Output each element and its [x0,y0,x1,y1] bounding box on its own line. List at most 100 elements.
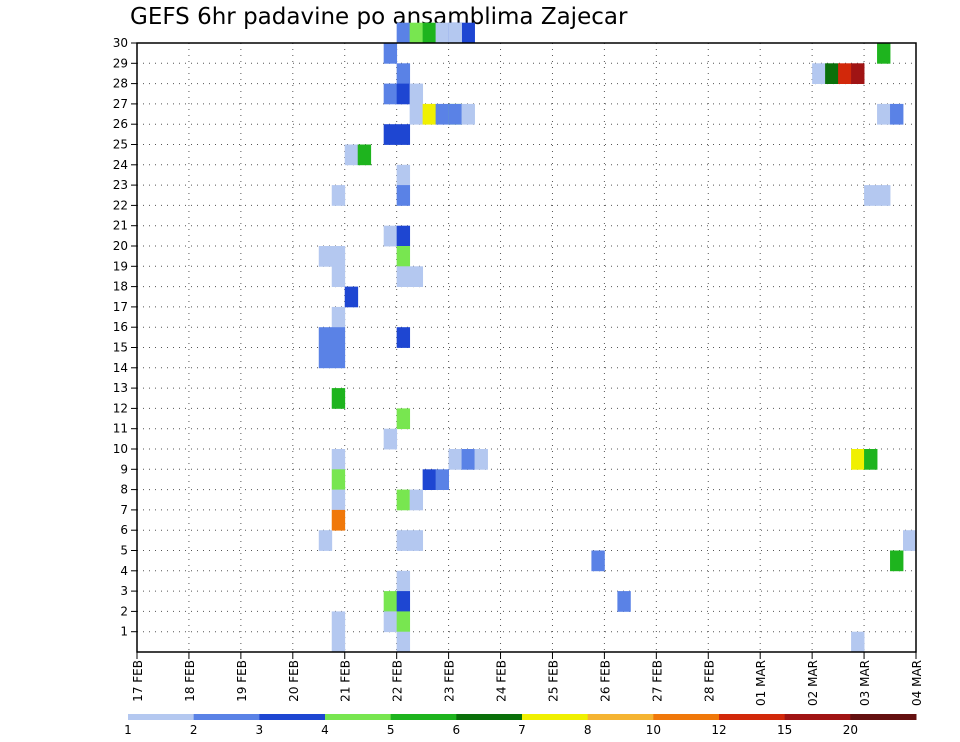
colorbar-tick-label: 7 [518,723,526,737]
y-tick-label: 27 [113,97,128,111]
heatmap-cell [383,225,398,247]
heatmap-cell [409,103,424,125]
x-tick-label: 02 MAR [806,660,820,706]
x-tick-label: 28 FEB [702,660,716,702]
heatmap-cell [344,286,359,308]
y-tick-label: 19 [113,259,128,273]
y-tick-label: 16 [113,320,128,334]
y-tick-label: 18 [113,280,128,294]
x-tick-label: 03 MAR [858,660,872,706]
heatmap-cell [864,449,878,470]
heatmap-cell [864,185,878,206]
y-tick-label: 1 [120,625,128,639]
heatmap-cell [422,22,437,44]
heatmap-cell [344,144,359,166]
heatmap-cell [396,408,411,430]
heatmap-cell [851,63,865,84]
heatmap-cell [396,185,411,206]
y-tick-label: 30 [113,36,128,50]
heatmap-cell [383,83,398,105]
colorbar-tick-label: 15 [777,723,792,737]
heatmap-cell [357,144,372,166]
y-tick-label: 4 [120,564,128,578]
x-tick-label: 20 FEB [287,660,301,702]
heatmap-cell [318,347,333,369]
y-tick-label: 25 [113,138,128,152]
colorbar-tick-label: 20 [843,723,858,737]
heatmap-cell [396,124,411,145]
heatmap-cell [383,124,398,145]
heatmap-cell [409,83,424,105]
y-tick-label: 5 [120,544,128,558]
colorbar-tick-label: 1 [124,723,132,737]
x-tick-label: 19 FEB [235,660,249,702]
heatmap-cell [331,611,346,633]
y-tick-label: 28 [113,77,128,91]
heatmap-cell [474,449,488,470]
colorbar-tick-label: 3 [256,723,264,737]
y-tick-label: 6 [120,523,128,537]
colorbar-tick-label: 12 [711,723,726,737]
heatmap-cell [331,631,346,653]
y-tick-label: 29 [113,56,128,70]
x-tick-label: 18 FEB [183,660,197,702]
heatmap-cell [825,63,839,84]
y-tick-label: 21 [113,219,128,233]
heatmap-cell [851,449,865,470]
heatmap-cell [318,530,333,551]
heatmap-cell [331,327,346,348]
colorbar-segment [719,714,786,720]
heatmap-cell [331,266,346,287]
colorbar-tick-label: 10 [646,723,661,737]
heatmap-cell [396,631,411,653]
grid-layer [137,43,916,652]
x-tick-label: 22 FEB [391,660,405,702]
heatmap-cell [331,185,346,206]
heatmap-cell [435,469,449,490]
heatmap-cell [396,489,411,511]
y-tick-label: 9 [120,462,128,476]
y-tick-label: 10 [113,442,128,456]
colorbar-segment [850,714,917,720]
heatmap-cell [448,103,462,125]
x-tick-label: 25 FEB [546,660,560,702]
colorbar-tick-label: 2 [190,723,198,737]
colorbar-segment [522,714,589,720]
y-tick-label: 14 [113,361,128,375]
heatmap-cell [383,611,398,633]
colorbar-segment [653,714,720,720]
heatmap-cell [396,327,411,348]
heatmap-cell [877,185,891,206]
heatmap-cell [318,246,333,267]
y-tick-label: 11 [113,422,128,436]
heatmap-cell [838,63,852,84]
heatmap-cell [396,266,411,287]
colorbar-tick-label: 8 [584,723,592,737]
y-tick-label: 12 [113,401,128,415]
x-tick-label: 23 FEB [443,660,457,702]
plot-frame [136,42,917,653]
heatmap-cell [461,449,475,470]
y-tick-label: 22 [113,198,128,212]
colorbar-tick-label: 6 [453,723,461,737]
y-tick-label: 15 [113,341,128,355]
x-axis: 17 FEB 18 FEB 19 FEB 20 FEB 21 FEB 22 FEB 23 F… [131,652,924,706]
heatmap-cell [591,550,605,572]
heatmap-cell [396,164,411,186]
heatmap-cell [331,388,346,409]
y-tick-label: 24 [113,158,128,172]
heatmap-cell [396,83,411,105]
y-tick-label: 8 [120,483,128,497]
x-tick-label: 04 MAR [910,660,924,706]
heatmap-cell [435,103,449,125]
heatmap-cell [383,428,398,450]
x-tick-label: 26 FEB [598,660,612,702]
heatmap-cell [331,509,346,531]
heatmap-cell [617,591,631,612]
heatmap-cell [435,22,449,44]
heatmap-cell [331,246,346,267]
colorbar-segment [390,714,457,720]
heatmap-cell [318,327,333,348]
x-tick-label: 24 FEB [495,660,509,702]
